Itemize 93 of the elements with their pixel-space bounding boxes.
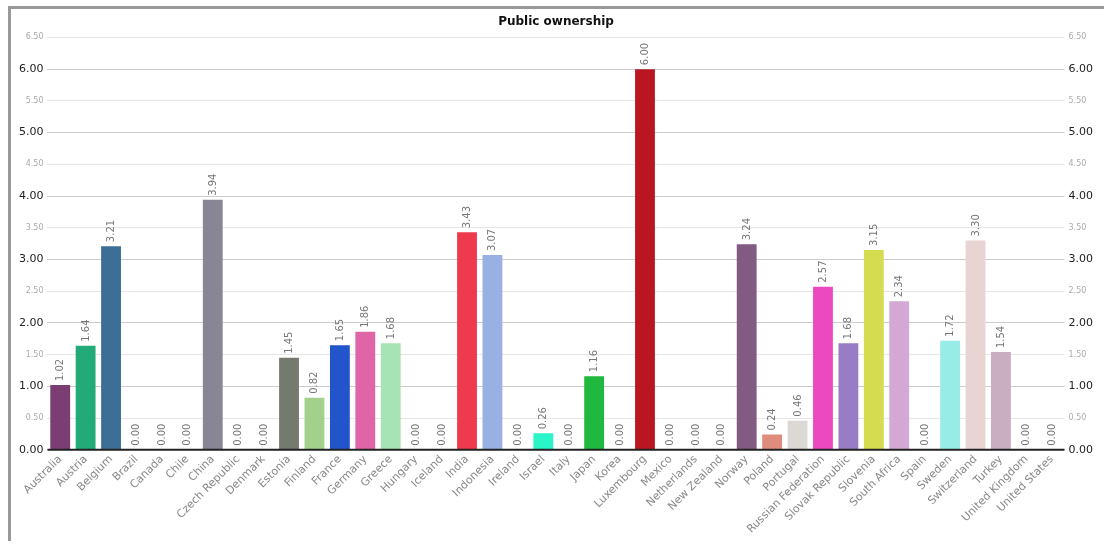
y2-tick-label: 4.50 — [1068, 159, 1087, 169]
bar — [813, 286, 833, 450]
bar — [304, 397, 325, 450]
bar — [940, 340, 961, 450]
bar — [889, 301, 910, 450]
bar — [457, 232, 477, 450]
y-tick-label: 1.00 — [18, 379, 44, 393]
data-label: 1.16 — [588, 349, 600, 373]
y2-tick-label: 3.50 — [1068, 222, 1087, 232]
y2-tick-label: 0.00 — [1068, 442, 1094, 456]
data-label: 3.15 — [867, 223, 879, 246]
data-label: 0.00 — [918, 423, 930, 446]
bar — [991, 352, 1011, 450]
y-tick-label: 5.50 — [25, 95, 44, 105]
y2-tick-label: 2.00 — [1068, 315, 1094, 329]
data-label: 0.00 — [257, 423, 269, 446]
data-label: 1.68 — [384, 316, 396, 340]
data-label: 0.00 — [689, 423, 701, 446]
bar — [736, 244, 757, 450]
data-label: 0.24 — [766, 408, 778, 431]
data-label: 0.00 — [613, 423, 625, 446]
data-label: 0.00 — [1045, 423, 1057, 446]
data-label: 2.34 — [893, 275, 905, 298]
y2-tick-label: 5.00 — [1068, 125, 1094, 139]
bar — [50, 385, 71, 450]
bar — [380, 343, 401, 450]
data-label: 1.72 — [944, 314, 956, 337]
data-label: 1.86 — [359, 305, 371, 328]
bar — [965, 240, 986, 450]
data-label: 0.46 — [791, 394, 803, 417]
data-label: 0.00 — [130, 423, 142, 446]
y2-tick-label: 1.50 — [1068, 349, 1087, 359]
bar — [762, 434, 783, 450]
bar — [635, 69, 655, 450]
y2-tick-label: 2.50 — [1068, 286, 1087, 296]
y2-tick-label: 3.00 — [1068, 252, 1094, 266]
data-label: 0.26 — [537, 407, 549, 430]
data-label: 3.43 — [461, 205, 473, 229]
y-tick-label: 1.50 — [25, 349, 44, 359]
y2-tick-label: 5.50 — [1068, 95, 1087, 105]
bar — [533, 433, 554, 450]
chart-title: Public ownership — [498, 14, 615, 29]
bar — [355, 331, 376, 450]
data-label: 3.24 — [740, 217, 752, 241]
bar — [787, 420, 808, 450]
bar — [584, 376, 605, 450]
y-tick-label: 3.50 — [25, 222, 44, 232]
data-label: 1.68 — [842, 316, 854, 340]
y2-tick-label: 6.00 — [1068, 61, 1094, 75]
y-tick-label: 0.00 — [18, 442, 44, 456]
data-label: 0.82 — [308, 371, 320, 394]
bar — [101, 246, 121, 450]
y-tick-label: 2.00 — [18, 315, 44, 329]
data-label: 0.00 — [511, 423, 523, 446]
bar — [75, 345, 96, 450]
y-tick-label: 5.00 — [18, 125, 44, 139]
data-label: 1.54 — [994, 325, 1006, 349]
data-label: 3.30 — [969, 214, 981, 237]
y-tick-label: 6.50 — [25, 32, 44, 42]
data-label: 1.02 — [54, 358, 66, 382]
data-label: 0.00 — [435, 423, 447, 446]
bar — [329, 345, 350, 450]
data-label: 1.65 — [333, 318, 345, 342]
y-tick-label: 3.00 — [18, 252, 44, 266]
y2-tick-label: 1.00 — [1068, 379, 1094, 393]
data-label: 1.45 — [283, 331, 295, 354]
data-label: 0.00 — [410, 423, 422, 446]
y-tick-label: 4.00 — [18, 188, 44, 202]
data-label: 3.07 — [486, 228, 498, 252]
data-label: 6.00 — [638, 42, 650, 66]
data-label: 0.00 — [715, 423, 727, 446]
data-label: 0.00 — [664, 423, 676, 446]
bar — [202, 199, 223, 450]
data-label: 3.21 — [105, 219, 117, 243]
data-label: 2.57 — [816, 260, 828, 283]
data-label: 0.00 — [562, 423, 574, 446]
y-tick-label: 6.00 — [18, 61, 44, 75]
bar — [838, 343, 859, 450]
data-label: 0.00 — [155, 423, 167, 446]
data-label: 0.00 — [1020, 423, 1032, 446]
y-tick-label: 2.50 — [25, 286, 44, 296]
data-label: 0.00 — [232, 423, 244, 446]
y2-tick-label: 0.50 — [1068, 413, 1087, 423]
data-label: 0.00 — [181, 423, 193, 446]
y2-tick-label: 4.00 — [1068, 188, 1094, 202]
bar — [863, 249, 884, 450]
y-tick-label: 0.50 — [25, 413, 44, 423]
bar — [279, 357, 299, 450]
y2-tick-label: 6.50 — [1068, 32, 1087, 42]
data-label: 1.64 — [79, 319, 91, 342]
bar — [482, 255, 503, 450]
data-label: 3.94 — [206, 173, 218, 196]
y-tick-label: 4.50 — [25, 159, 44, 169]
